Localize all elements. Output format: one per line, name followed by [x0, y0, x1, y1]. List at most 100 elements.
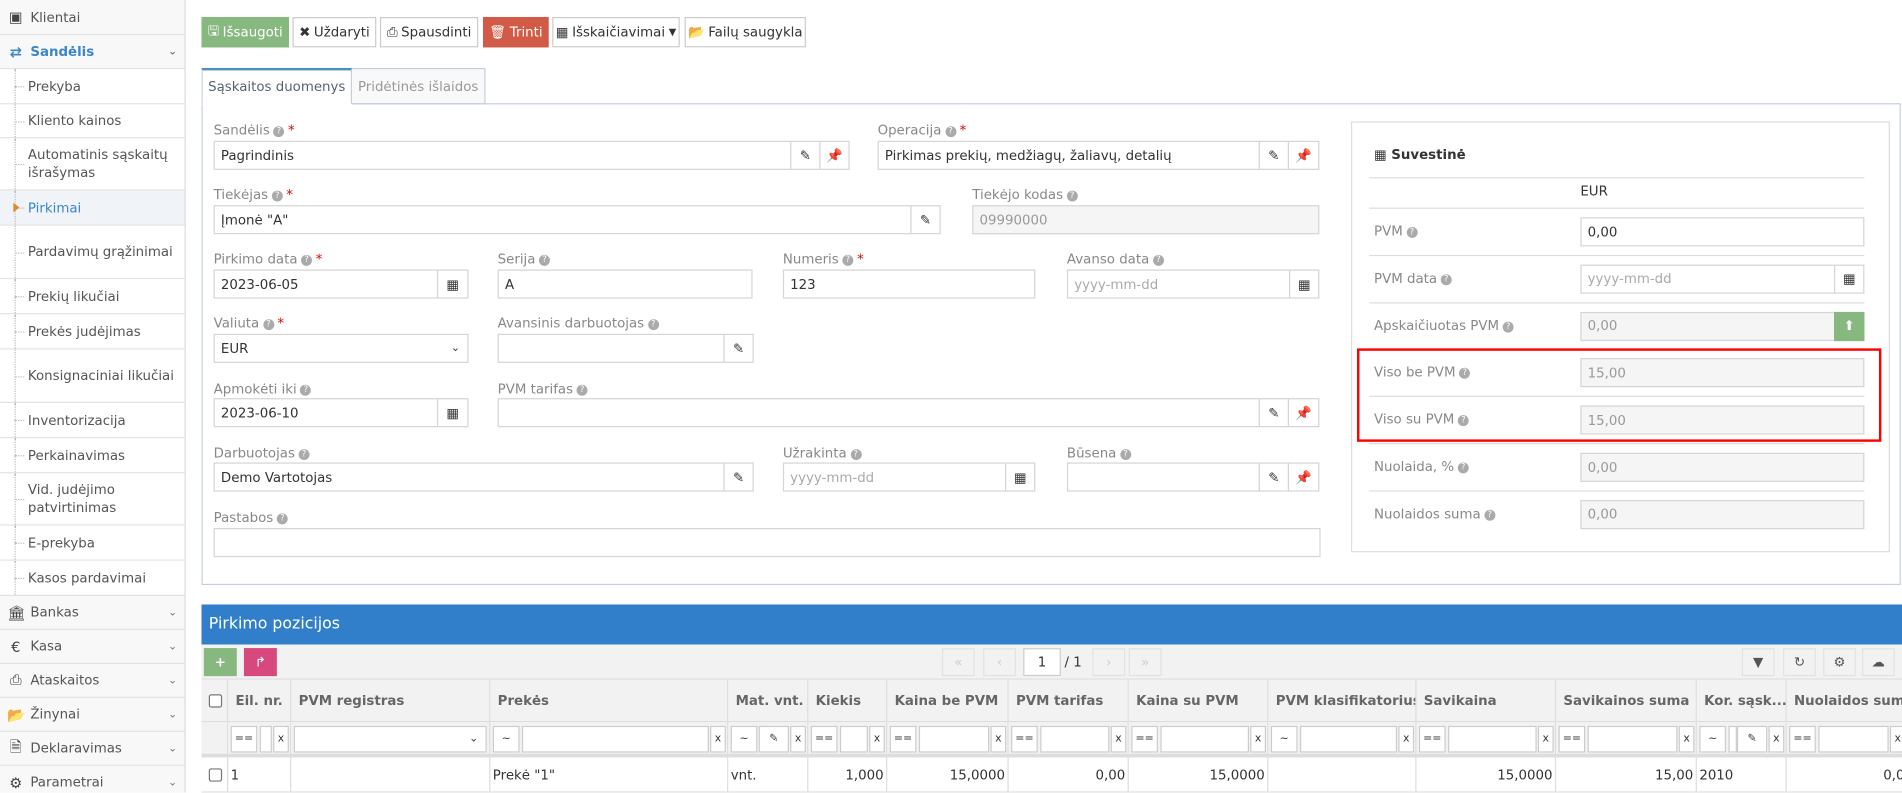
- clear-filter-icon[interactable]: x: [990, 725, 1007, 753]
- filter-operator[interactable]: ==: [1011, 725, 1038, 753]
- calendar-icon[interactable]: ▦: [1289, 269, 1320, 299]
- tiekejo-kodas-input[interactable]: 09990000: [972, 205, 1320, 235]
- pencil-icon[interactable]: ✎: [1258, 398, 1290, 428]
- pvm-registras-filter-select[interactable]: ⌄: [293, 725, 487, 753]
- row-checkbox[interactable]: [201, 757, 229, 793]
- sidebar-item-deklaravimas[interactable]: 🗎 Deklaravimas ⌄: [0, 731, 185, 766]
- filter-input[interactable]: [259, 725, 272, 753]
- sidebar-item-bankas[interactable]: 🏛 Bankas ⌄: [0, 595, 185, 630]
- pencil-icon[interactable]: ✎: [910, 205, 941, 235]
- sidebar-item-perkainavimas[interactable]: Perkainavimas: [0, 438, 185, 474]
- filter-input[interactable]: [839, 725, 868, 753]
- filter-operator[interactable]: ==: [1558, 725, 1586, 753]
- sidebar-item-automatinis-s-skait-i-ra-ymas[interactable]: Automatinis sąskaitų išrašymas: [0, 138, 185, 191]
- deductions-dropdown[interactable]: ▦ Išskaičiavimai ▼: [552, 16, 680, 48]
- sidebar-item-kliento-kainos[interactable]: Kliento kainos: [0, 104, 185, 139]
- avansinis-input[interactable]: [497, 333, 725, 363]
- pencil-icon[interactable]: ✎: [1258, 462, 1290, 492]
- sidebar-item-prek-s-jud-jimas[interactable]: Prekės judėjimas: [0, 314, 185, 350]
- column-header[interactable]: Savikaina: [1416, 679, 1557, 723]
- clear-filter-icon[interactable]: x: [1889, 725, 1902, 753]
- column-header[interactable]: Nuolaidos suma: [1786, 679, 1902, 723]
- filter-operator[interactable]: ==: [1131, 725, 1158, 753]
- filter-operator[interactable]: ~: [492, 725, 520, 753]
- file-storage-button[interactable]: 📂 Failų saugykla: [684, 16, 806, 48]
- pencil-icon[interactable]: ✎: [758, 725, 789, 753]
- pencil-icon[interactable]: ✎: [1736, 725, 1768, 753]
- sidebar-item-kasa[interactable]: € Kasa ⌄: [0, 629, 185, 664]
- clear-filter-icon[interactable]: x: [710, 725, 726, 753]
- pin-icon[interactable]: 📌: [1287, 462, 1320, 492]
- close-button[interactable]: ✖ Uždaryti: [292, 16, 377, 48]
- sidebar-item-klientai[interactable]: ▣ Klientai: [0, 0, 185, 36]
- column-header[interactable]: Eil. nr.: [228, 679, 292, 723]
- filter-operator[interactable]: ~: [1699, 725, 1727, 753]
- gear-icon[interactable]: ⚙: [1823, 648, 1856, 677]
- column-header[interactable]: PVM tarifas: [1008, 679, 1129, 723]
- prev-page-button[interactable]: ‹: [983, 648, 1016, 677]
- filter-icon[interactable]: ▼: [1741, 648, 1775, 677]
- clear-filter-icon[interactable]: x: [273, 725, 289, 753]
- filter-input[interactable]: [1728, 725, 1737, 753]
- sidebar-item-e-prekyba[interactable]: E-prekyba: [0, 525, 185, 561]
- busena-input[interactable]: [1066, 462, 1260, 492]
- delete-button[interactable]: 🗑 Trinti: [483, 16, 549, 48]
- select-all-checkbox[interactable]: [201, 679, 229, 723]
- sidebar-item-vid-jud-jimo-patvirtinimas[interactable]: Vid. judėjimo patvirtinimas: [0, 473, 185, 526]
- column-header[interactable]: Kiekis: [808, 679, 888, 723]
- calendar-icon[interactable]: ▦: [436, 398, 469, 428]
- sandelis-input[interactable]: Pagrindinis: [213, 140, 792, 170]
- tiekejas-input[interactable]: Įmonė "A": [213, 205, 912, 235]
- column-header[interactable]: Kaina be PVM: [887, 679, 1009, 723]
- tab-additional-costs[interactable]: Pridėtinės išlaidos: [350, 67, 486, 105]
- column-header[interactable]: Mat. vnt.: [728, 679, 809, 723]
- clear-filter-icon[interactable]: x: [1678, 725, 1695, 753]
- copy-row-button[interactable]: ↱: [243, 648, 277, 677]
- summary-pvm-data-input[interactable]: yyyy-mm-dd: [1580, 264, 1836, 294]
- serija-input[interactable]: A: [497, 269, 753, 299]
- summary-apskai-iuotas-pvm-input[interactable]: 0,00: [1580, 311, 1836, 341]
- summary-nuolaidos-suma-input[interactable]: 0,00: [1580, 499, 1865, 529]
- avanso-data-input[interactable]: yyyy-mm-dd: [1066, 269, 1291, 299]
- filter-input[interactable]: [1448, 725, 1537, 753]
- pin-icon[interactable]: 📌: [1287, 398, 1320, 428]
- pirkimo-data-input[interactable]: 2023-06-05: [213, 269, 439, 299]
- summary-viso-be-pvm-input[interactable]: 15,00: [1580, 358, 1865, 388]
- clear-filter-icon[interactable]: x: [1537, 725, 1554, 753]
- sidebar-item-konsignaciniai-liku-iai[interactable]: Konsignaciniai likučiai: [0, 349, 185, 403]
- last-page-button[interactable]: »: [1128, 648, 1162, 677]
- filter-input[interactable]: [1299, 725, 1398, 753]
- filter-operator[interactable]: ==: [230, 725, 258, 753]
- calendar-icon[interactable]: ▦: [1005, 462, 1036, 492]
- page-input[interactable]: 1: [1023, 648, 1061, 677]
- uzrakinta-input[interactable]: yyyy-mm-dd: [782, 462, 1007, 492]
- valiuta-select[interactable]: EUR ⌄: [213, 333, 469, 363]
- first-page-button[interactable]: «: [941, 648, 975, 677]
- pencil-icon[interactable]: ✎: [723, 333, 754, 363]
- sidebar-item-preki-liku-iai[interactable]: Prekių likučiai: [0, 279, 185, 315]
- sidebar-item-žinynai[interactable]: 📂 Žinynai ⌄: [0, 697, 185, 732]
- column-header[interactable]: Savikainos suma: [1556, 679, 1697, 723]
- refresh-icon[interactable]: ↻: [1783, 648, 1816, 677]
- clear-filter-icon[interactable]: x: [1768, 725, 1785, 753]
- clear-filter-icon[interactable]: x: [1110, 725, 1127, 753]
- sidebar-item-inventorizacija[interactable]: Inventorizacija: [0, 402, 185, 439]
- column-header[interactable]: Prekės: [490, 679, 729, 723]
- filter-operator[interactable]: ~: [730, 725, 758, 753]
- tab-invoice-data[interactable]: Sąskaitos duomenys: [201, 67, 353, 105]
- column-header[interactable]: Kor. sąsk...: [1696, 679, 1787, 723]
- darbuotojas-input[interactable]: Demo Vartotojas: [213, 462, 725, 492]
- column-header[interactable]: Kaina su PVM: [1128, 679, 1269, 723]
- pin-icon[interactable]: 📌: [1287, 140, 1320, 170]
- cloud-download-icon[interactable]: ☁: [1861, 648, 1895, 677]
- filter-operator[interactable]: ==: [1789, 725, 1816, 753]
- filter-input[interactable]: [521, 725, 709, 753]
- filter-input[interactable]: [918, 725, 990, 753]
- pin-icon[interactable]: 📌: [819, 140, 850, 170]
- filter-input[interactable]: [1040, 725, 1110, 753]
- sidebar-item-kasos-pardavimai[interactable]: Kasos pardavimai: [0, 560, 185, 596]
- summary-nuolaida--input[interactable]: 0,00: [1580, 452, 1865, 482]
- calendar-icon[interactable]: ▦: [436, 269, 469, 299]
- clear-filter-icon[interactable]: x: [790, 725, 806, 753]
- sidebar-item-ataskaitos[interactable]: ⎙ Ataskaitos ⌄: [0, 663, 185, 698]
